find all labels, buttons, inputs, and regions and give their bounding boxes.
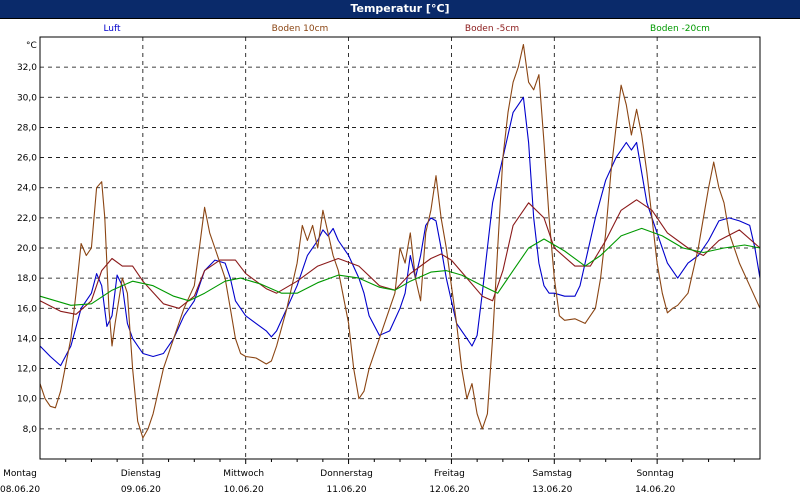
y-tick-label: 16,0 [17,304,37,314]
y-tick-label: 26,0 [17,154,37,164]
x-tick-weekday: Dienstag [121,469,161,479]
chart-title: Temperatur [°C] [0,0,800,19]
legend-entry: Luft [103,24,121,34]
y-tick-label: 32,0 [17,63,37,73]
x-tick-weekday: Montag [3,469,37,479]
series-line-boden-20cm [39,227,761,306]
x-tick-date: 11.06.20 [327,485,367,495]
y-tick-label: 14,0 [17,334,37,344]
x-tick-weekday: Mittwoch [223,469,264,479]
y-tick-label: 12,0 [17,365,37,375]
y-axis-unit-label: °C [26,41,37,51]
x-tick-date: 08.06.20 [0,485,40,495]
series-line-luft [39,96,761,367]
x-tick-date: 09.06.20 [121,485,161,495]
y-tick-label: 18,0 [17,274,37,284]
series-line-boden-5cm [39,199,761,315]
y-tick-label: 22,0 [17,214,37,224]
y-tick-label: 28,0 [17,123,37,133]
x-tick-date: 13.06.20 [532,485,572,495]
legend-entry: Boden 10cm [272,24,329,34]
y-tick-label: 20,0 [17,244,37,254]
y-tick-label: 10,0 [17,395,37,405]
x-tick-weekday: Sonntag [636,469,673,479]
legend-entry: Boden -5cm [465,24,519,34]
series-layer [39,43,761,439]
y-tick-label: 24,0 [17,184,37,194]
x-tick-weekday: Samstag [533,469,572,479]
temperature-chart: 8,0 10,0 12,0 14,0 16,0 18,0 20,0 22,0 24,0 26,0 2… [0,24,761,495]
y-axis: 8,0 10,0 12,0 14,0 16,0 18,0 20,0 22,0 24,0 26,0 2… [17,63,37,435]
x-tick-date: 14.06.20 [635,485,675,495]
legend: Luft Boden 10cm Boden -5cm Boden -20cm [103,24,710,34]
x-tick-weekday: Donnerstag [320,469,373,479]
y-tick-label: 8,0 [23,425,38,435]
legend-entry: Boden -20cm [650,24,710,34]
y-tick-label: 30,0 [17,93,37,103]
x-tick-date: 10.06.20 [224,485,264,495]
series-line-boden-10cm [39,43,761,439]
x-tick-date: 12.06.20 [429,485,469,495]
x-tick-weekday: Freitag [434,469,465,479]
x-axis: Montag 08.06.20 Dienstag 09.06.20 Mittwoch 10… [0,459,735,495]
